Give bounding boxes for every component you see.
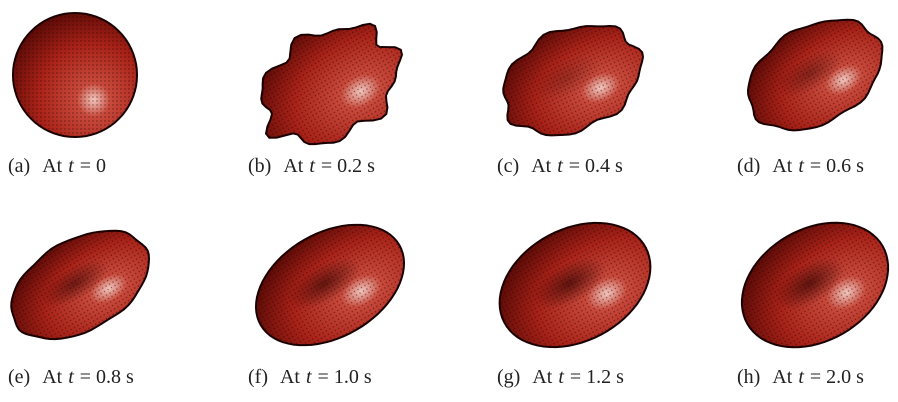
caption-variable: t [68,366,74,388]
caption-prefix: At [531,155,551,177]
caption-value: = 0.2 s [321,155,375,177]
caption-prefix: At [280,366,300,388]
caption-label: (h) [737,366,760,388]
cell-mesh [13,13,137,137]
caption-variable: t [306,366,312,388]
caption-label: (f) [248,366,268,388]
caption-label: (b) [248,155,271,177]
caption-variable: t [557,155,563,177]
caption-label: (d) [737,155,760,177]
cell-mesh [232,0,426,172]
caption-prefix: At [532,366,552,388]
cell-shape [719,198,898,373]
cell-mesh [481,0,661,157]
cell-shape [727,0,898,153]
caption-prefix: At [283,155,303,177]
caption-variable: t [68,155,74,177]
caption-value: = 1.2 s [570,366,624,388]
cell-shape [13,13,137,137]
cell-shape [235,200,426,370]
cell-shape [232,0,426,172]
caption-label: (a) [8,155,30,177]
caption-label: (e) [8,366,30,388]
cell-shape [0,208,168,362]
caption-prefix: At [772,366,792,388]
figure: (a)Att= 0(b)Att= 0.2 s(c)Att= 0.4 s(d)At… [0,0,898,397]
caption-variable: t [558,366,564,388]
caption-variable: t [798,155,804,177]
caption-value: = 2.0 s [810,366,864,388]
cell-shape [481,0,661,157]
caption-prefix: At [42,155,62,177]
caption-value: = 1.0 s [318,366,372,388]
caption-label: (g) [497,366,520,388]
caption-label: (c) [497,155,519,177]
caption-value: = 0.8 s [80,366,134,388]
caption-value: = 0 [80,155,106,177]
cell-mesh [235,200,426,370]
caption-value: = 0.4 s [569,155,623,177]
cell-mesh [727,0,898,153]
cell-shape [478,198,672,372]
caption-variable: t [798,366,804,388]
cell-mesh [478,198,672,372]
caption-value: = 0.6 s [810,155,864,177]
caption-variable: t [309,155,315,177]
caption-prefix: At [42,366,62,388]
caption-prefix: At [772,155,792,177]
